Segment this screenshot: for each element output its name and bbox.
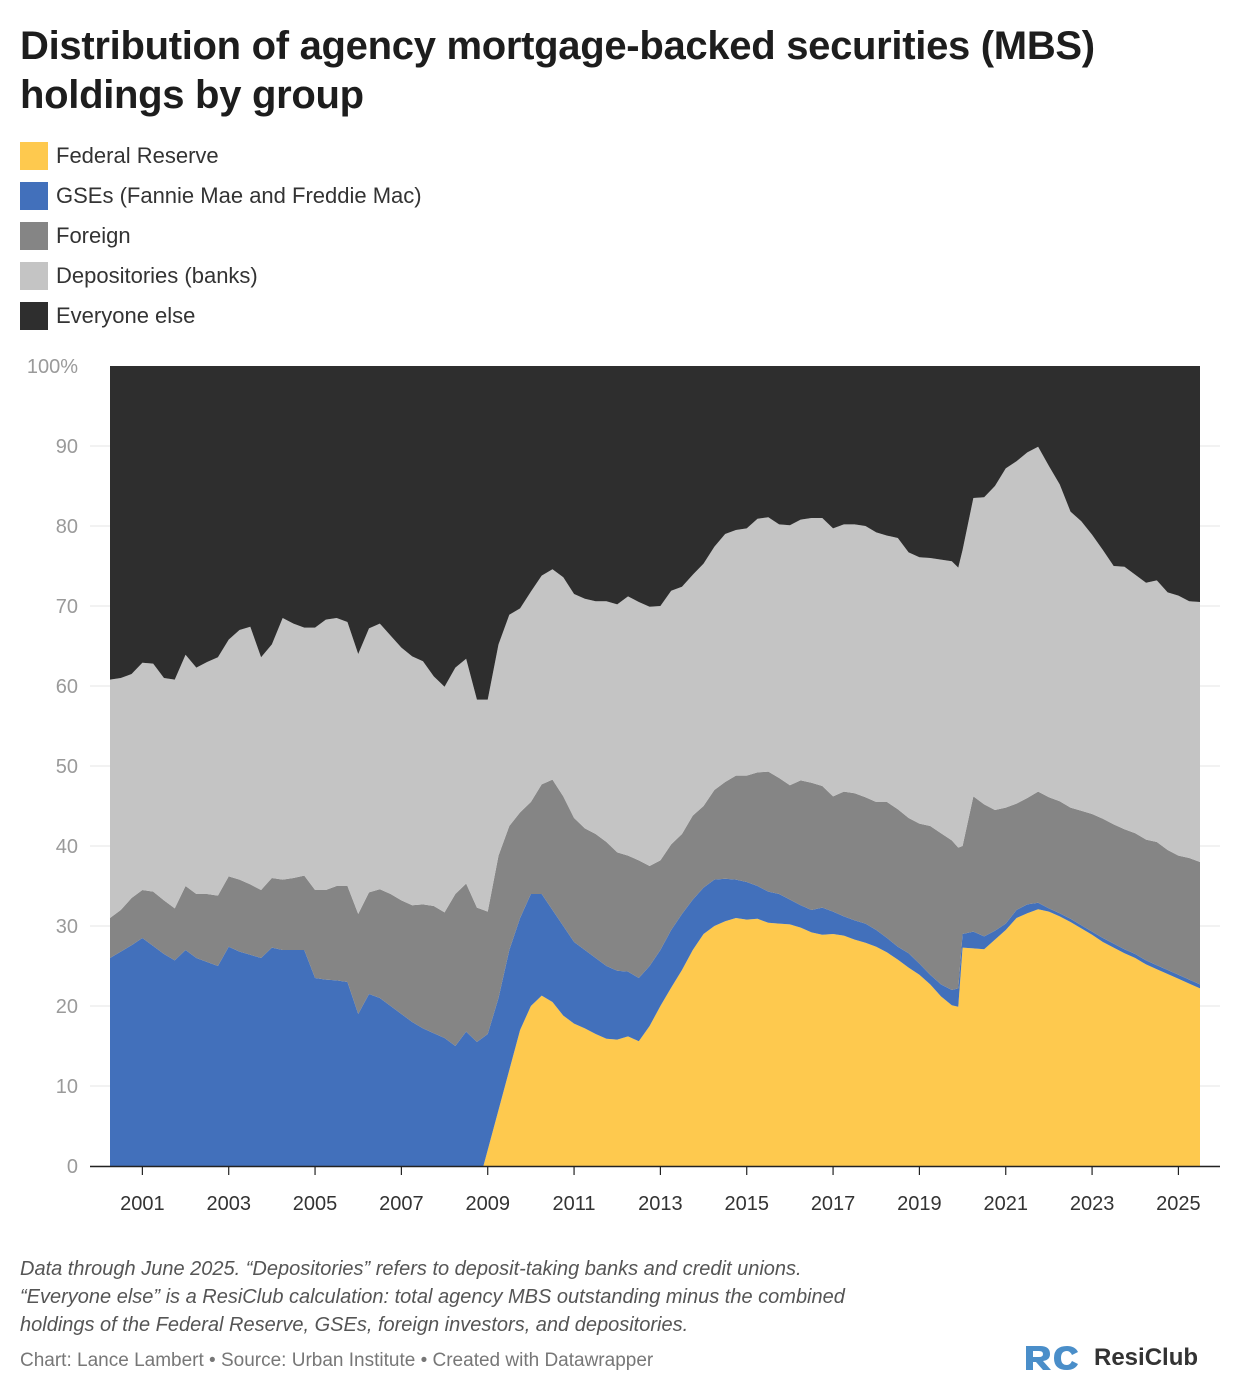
resiclub-logo: ResiClub: [1024, 1344, 1198, 1372]
area-depositories-banks: [110, 446, 1200, 918]
chart-credits: Chart: Lance Lambert • Source: Urban Ins…: [20, 1350, 654, 1371]
y-tick-label: 10: [56, 1076, 78, 1098]
area-everyone-else: [110, 366, 1200, 700]
legend-swatch-everyone-else: [20, 302, 48, 330]
legend-item-federal-reserve: Federal Reserve: [20, 136, 422, 176]
x-tick-label: 2011: [553, 1193, 596, 1215]
note-line: holdings of the Federal Reserve, GSEs, f…: [20, 1314, 689, 1336]
legend-swatch-depositories: [20, 262, 48, 290]
x-tick-label: 2013: [638, 1193, 683, 1215]
legend-swatch-foreign: [20, 222, 48, 250]
legend-label: Depositories (banks): [56, 263, 258, 288]
x-tick-label: 2019: [897, 1193, 942, 1215]
chart-title: Distribution of agency mortgage-backed s…: [20, 24, 1095, 117]
legend-label: GSEs (Fannie Mae and Freddie Mac): [56, 183, 422, 208]
y-tick-label: 40: [56, 836, 78, 858]
legend-label: Foreign: [56, 223, 131, 248]
note-line: “Everyone else” is a ResiClub calculatio…: [20, 1286, 845, 1308]
x-tick-label: 2007: [379, 1193, 424, 1215]
y-tick-label: 30: [56, 916, 78, 938]
y-tick-label: 20: [56, 996, 78, 1018]
y-tick-label: 80: [56, 516, 78, 538]
legend-item-gses: GSEs (Fannie Mae and Freddie Mac): [20, 176, 422, 216]
x-tick-label: 2009: [465, 1193, 510, 1215]
area-foreign: [110, 771, 1200, 1046]
area-gses-fannie-mae-and-freddie-mac: [110, 878, 1200, 1166]
x-tick-label: 2001: [120, 1193, 165, 1215]
y-tick-label: 70: [56, 596, 78, 618]
area-federal-reserve: [110, 909, 1200, 1166]
x-tick-label: 2003: [206, 1193, 251, 1215]
x-tick-label: 2005: [293, 1193, 338, 1215]
legend-label: Everyone else: [56, 303, 196, 328]
chart-notes: Data through June 2025. “Depositories” r…: [20, 1255, 1000, 1339]
x-tick-label: 2021: [983, 1193, 1028, 1215]
y-tick-label: 100%: [27, 356, 78, 378]
legend-label: Federal Reserve: [56, 143, 219, 168]
logo-text: ResiClub: [1094, 1344, 1199, 1371]
legend-swatch-federal-reserve: [20, 142, 48, 170]
x-tick-label: 2023: [1070, 1193, 1115, 1215]
legend-item-foreign: Foreign: [20, 216, 422, 256]
x-tick-label: 2017: [811, 1193, 856, 1215]
y-tick-label: 60: [56, 676, 78, 698]
resiclub-logo-icon: [1026, 1346, 1078, 1370]
stacked-area-chart: 0 10 20 30 40 50 60 70 80 90 100% 2001 2003 2005 2007 2…: [27, 356, 1220, 1215]
legend-item-depositories: Depositories (banks): [20, 256, 422, 296]
note-line: Data through June 2025. “Depositories” r…: [20, 1258, 802, 1280]
legend-swatch-gses: [20, 182, 48, 210]
y-tick-label: 50: [56, 756, 78, 778]
legend: Federal Reserve GSEs (Fannie Mae and Fre…: [20, 136, 422, 336]
x-tick-label: 2015: [724, 1193, 769, 1215]
legend-item-everyone-else: Everyone else: [20, 296, 422, 336]
y-tick-label: 0: [67, 1156, 78, 1178]
x-tick-label: 2025: [1156, 1193, 1201, 1215]
y-tick-label: 90: [56, 436, 78, 458]
